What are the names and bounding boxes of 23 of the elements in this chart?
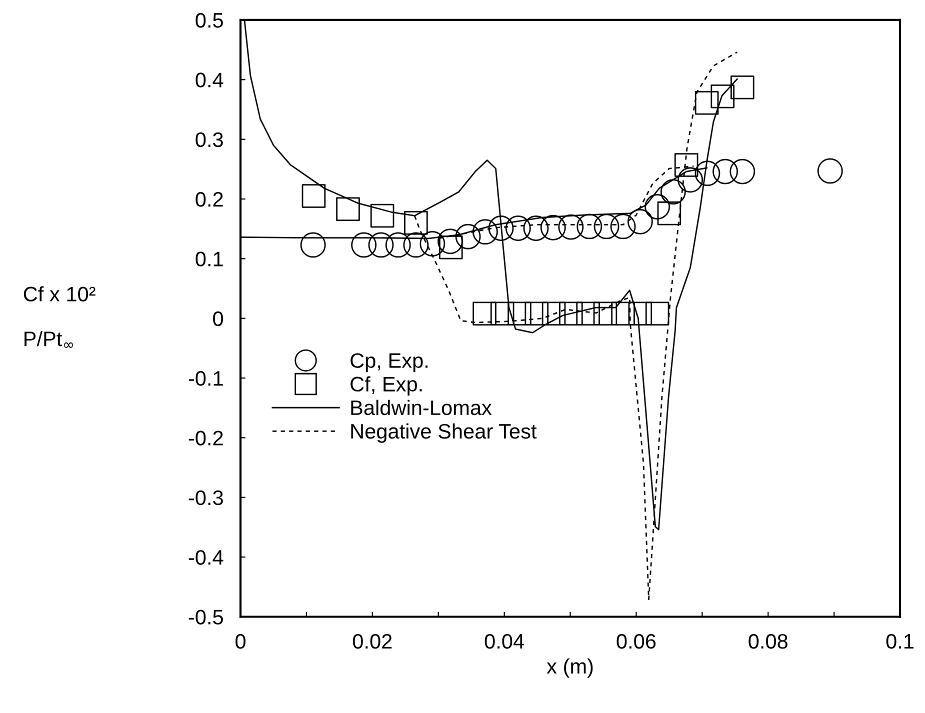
y-tick-label: 0.1 <box>196 252 223 266</box>
x-tick-label: 0.02 <box>352 634 392 649</box>
x-tick-label: 0.04 <box>484 634 524 649</box>
y-tick-label: -0.4 <box>188 550 224 565</box>
x-tick-label: 0.1 <box>886 634 914 649</box>
y-tick-label: 0.2 <box>196 192 223 207</box>
legend-label: Baldwin-Lomax <box>351 400 492 416</box>
x-tick-label: 0.08 <box>748 634 788 649</box>
x-axis-title: x (m) <box>546 658 593 678</box>
text: Cf x 10² P/Pt$_{∞}$ <box>24 286 96 348</box>
legend-label: Cp, Exp. <box>350 353 428 372</box>
y-tick-label: 0.4 <box>196 72 224 88</box>
x-tick-label: 0 <box>236 634 246 649</box>
y-tick-label: -0.2 <box>188 430 223 446</box>
y-tick-label: 0.3 <box>196 132 223 148</box>
y-tick-label: -0.3 <box>188 490 223 506</box>
y-tick-label: 0.5 <box>196 12 223 28</box>
x-tick-label: 0.06 <box>616 634 656 649</box>
legend-label: Cf, Exp. <box>350 376 422 396</box>
legend-label: Negative Shear Test <box>351 423 537 443</box>
y-tick-label: -0.1 <box>188 371 223 386</box>
y-tick-label: -0.5 <box>188 610 223 624</box>
y-tick-label: 0 <box>213 311 224 326</box>
